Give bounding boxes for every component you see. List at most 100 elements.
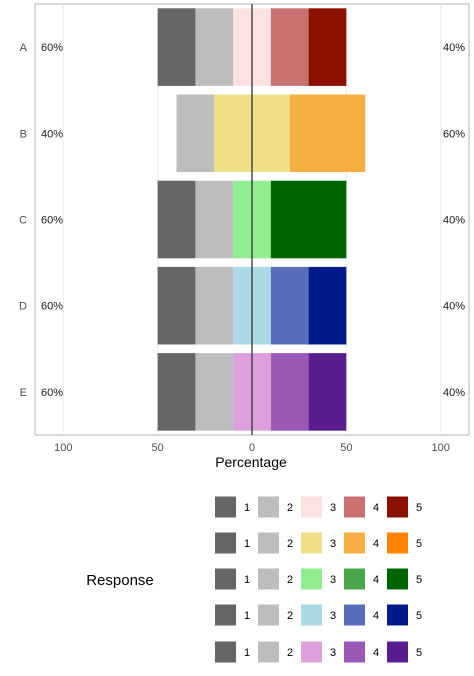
- legend-key-label: 1: [244, 574, 250, 586]
- legend-swatch: [258, 532, 279, 554]
- legend-swatch: [258, 604, 279, 626]
- legend: 1 2 3 4 5 1 2 3 4 5 1 2 3 4 5 1 2 3 4 5 1 2 3 4 5: [215, 496, 422, 663]
- category-label: C: [19, 215, 27, 227]
- legend-swatch: [258, 641, 279, 663]
- legend-key-label: 4: [373, 502, 379, 514]
- bar-B-level-3: [214, 94, 252, 173]
- right-percent-label: 40%: [443, 215, 465, 227]
- legend-key-label: 1: [244, 610, 250, 622]
- category-labels: A B C D E: [19, 42, 28, 399]
- bar-B-level-2: [176, 94, 215, 173]
- bar-D-level-2: [195, 266, 234, 345]
- left-percent-label: 60%: [41, 301, 63, 313]
- legend-swatch: [387, 496, 408, 518]
- legend-swatch: [301, 604, 322, 626]
- bar-D-level-1: [157, 266, 196, 345]
- bar-D-level-3: [252, 266, 271, 345]
- legend-swatch: [387, 532, 408, 554]
- bar-E-level-4: [270, 353, 309, 431]
- legend-key-label: 5: [416, 538, 422, 550]
- bar-A-level-1: [157, 8, 196, 86]
- bar-D-level-5: [308, 266, 347, 345]
- bar-B-level-3: [252, 94, 290, 173]
- bar-A-level-4: [270, 8, 309, 86]
- x-tick-label: 50: [340, 442, 352, 454]
- legend-swatch: [344, 604, 365, 626]
- category-label: A: [20, 42, 28, 54]
- legend-swatch: [301, 496, 322, 518]
- legend-swatch: [301, 532, 322, 554]
- legend-swatch: [301, 641, 322, 663]
- legend-swatch: [301, 568, 322, 590]
- category-label: D: [19, 301, 27, 313]
- bar-C-level-3: [252, 180, 271, 259]
- legend-key-label: 2: [287, 574, 293, 586]
- left-percent-label: 60%: [41, 42, 63, 54]
- x-tick-label: 50: [152, 442, 164, 454]
- legend-swatch: [344, 568, 365, 590]
- right-percent-label: 40%: [443, 301, 465, 313]
- legend-swatch: [344, 496, 365, 518]
- bar-C-level-3: [233, 180, 252, 259]
- bar-B-level-4: [289, 94, 366, 173]
- legend-swatch: [258, 568, 279, 590]
- legend-swatch: [215, 496, 236, 518]
- bar-segments: [157, 8, 366, 431]
- legend-swatch: [387, 641, 408, 663]
- bar-E-level-1: [157, 353, 196, 431]
- bar-E-level-3: [252, 353, 271, 431]
- x-tick-label: 0: [249, 442, 255, 454]
- bar-C-level-1: [157, 180, 196, 259]
- legend-key-label: 2: [287, 538, 293, 550]
- category-label: B: [20, 128, 27, 140]
- bar-D-level-3: [233, 266, 252, 345]
- bar-E-level-5: [308, 353, 347, 431]
- legend-key-label: 4: [373, 610, 379, 622]
- x-tick-label: 100: [432, 442, 450, 454]
- bar-A-level-2: [195, 8, 234, 86]
- legend-key-label: 2: [287, 647, 293, 659]
- legend-swatch: [215, 641, 236, 663]
- legend-key-label: 5: [416, 502, 422, 514]
- bar-E-level-2: [195, 353, 234, 431]
- bar-C-level-5: [270, 180, 347, 259]
- percent-labels: 60% 40% 40% 60% 60% 40% 60% 40% 60% 40%: [41, 42, 465, 399]
- legend-swatch: [215, 604, 236, 626]
- legend-key-label: 1: [244, 538, 250, 550]
- legend-swatch: [387, 568, 408, 590]
- legend-swatch: [258, 496, 279, 518]
- legend-key-label: 3: [330, 502, 336, 514]
- legend-key-label: 3: [330, 610, 336, 622]
- bar-E-level-3: [233, 353, 252, 431]
- bar-D-level-4: [270, 266, 309, 345]
- legend-key-label: 1: [244, 647, 250, 659]
- bar-A-level-3: [233, 8, 252, 86]
- x-tick-label: 100: [54, 442, 72, 454]
- legend-swatch: [387, 604, 408, 626]
- legend-key-label: 2: [287, 502, 293, 514]
- legend-key-label: 1: [244, 502, 250, 514]
- legend-swatch: [215, 532, 236, 554]
- legend-key-label: 5: [416, 647, 422, 659]
- bar-A-level-5: [308, 8, 347, 86]
- legend-title: Response: [86, 572, 154, 589]
- legend-swatch: [215, 568, 236, 590]
- legend-key-label: 3: [330, 647, 336, 659]
- legend-key-label: 2: [287, 610, 293, 622]
- right-percent-label: 40%: [443, 42, 465, 54]
- left-percent-label: 40%: [41, 128, 63, 140]
- legend-key-label: 4: [373, 647, 379, 659]
- legend-swatch: [344, 532, 365, 554]
- legend-swatch: [344, 641, 365, 663]
- category-label: E: [20, 387, 27, 399]
- right-percent-label: 60%: [443, 128, 465, 140]
- right-percent-label: 40%: [443, 387, 465, 399]
- legend-key-label: 5: [416, 610, 422, 622]
- legend-key-label: 3: [330, 574, 336, 586]
- x-tick-labels: 100 50 0 50 100: [54, 442, 450, 454]
- legend-key-label: 4: [373, 574, 379, 586]
- legend-key-label: 4: [373, 538, 379, 550]
- x-axis-title: Percentage: [215, 454, 287, 470]
- legend-key-label: 3: [330, 538, 336, 550]
